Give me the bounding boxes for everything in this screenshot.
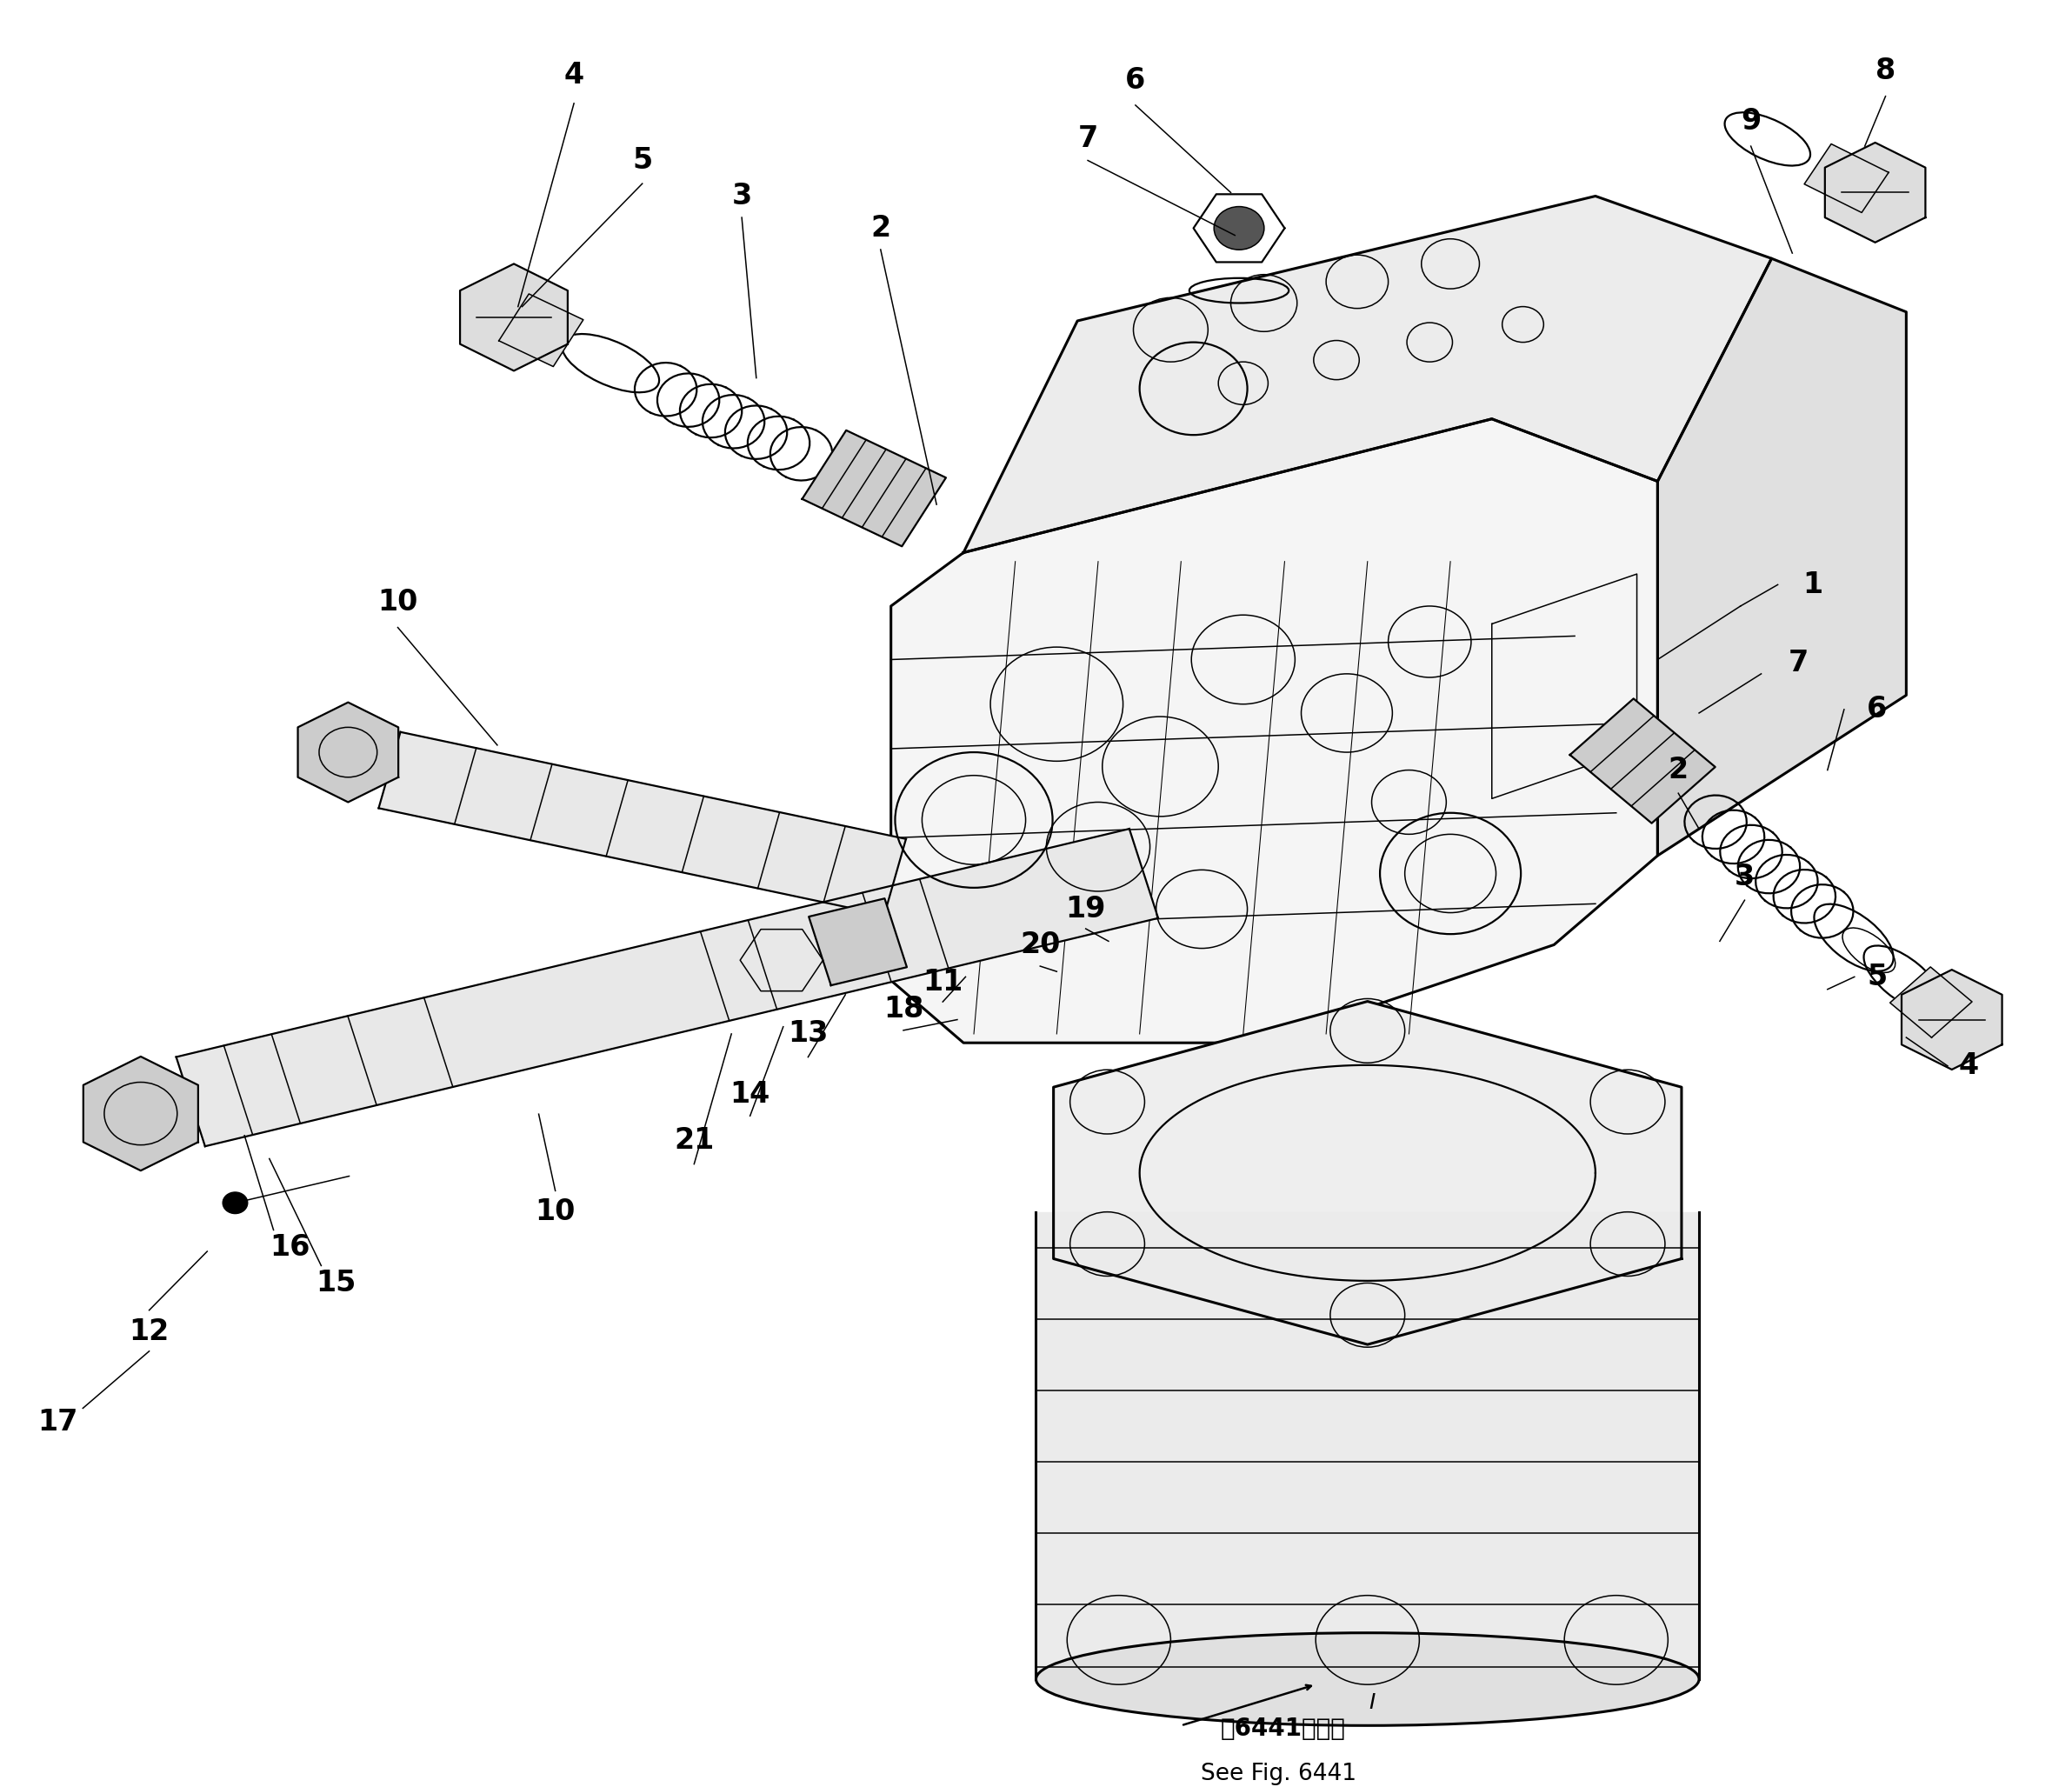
Polygon shape [963,197,1772,552]
Circle shape [1214,207,1264,250]
Text: 12: 12 [128,1317,170,1346]
Polygon shape [1036,1212,1699,1680]
Polygon shape [460,264,568,370]
Text: 2: 2 [1668,756,1689,784]
Polygon shape [808,899,908,985]
Polygon shape [1902,970,2002,1070]
Text: 6: 6 [1867,695,1888,724]
Text: 10: 10 [535,1197,576,1226]
Polygon shape [1805,145,1888,213]
Text: 18: 18 [883,995,924,1024]
Text: 13: 13 [787,1020,829,1049]
Polygon shape [1053,1001,1682,1344]
Text: 8: 8 [1875,57,1896,86]
Text: 2: 2 [870,214,891,243]
Text: 20: 20 [1019,931,1061,960]
Polygon shape [176,829,1158,1145]
Text: 6: 6 [1125,66,1146,95]
Text: 3: 3 [731,182,752,211]
Text: 3: 3 [1734,863,1755,892]
Text: 10: 10 [377,588,419,617]
Text: 第6441図参照: 第6441図参照 [1220,1717,1345,1741]
Text: 14: 14 [729,1079,771,1110]
Text: 19: 19 [1065,895,1106,924]
Text: 4: 4 [1958,1051,1979,1081]
Polygon shape [298,702,398,802]
Text: See Fig. 6441: See Fig. 6441 [1200,1762,1357,1785]
Text: 7: 7 [1077,125,1098,154]
Text: 4: 4 [564,61,584,89]
Polygon shape [499,293,584,366]
Polygon shape [891,418,1658,1044]
Ellipse shape [1036,1633,1699,1726]
Polygon shape [802,431,947,547]
Text: I: I [1368,1692,1376,1712]
Polygon shape [1890,967,1973,1038]
Polygon shape [379,733,905,915]
Text: 5: 5 [632,147,653,175]
Text: 11: 11 [922,969,963,997]
Text: 15: 15 [315,1269,356,1297]
Text: 5: 5 [1867,963,1888,992]
Text: 1: 1 [1803,570,1823,599]
Polygon shape [1571,699,1716,824]
Text: 9: 9 [1740,107,1761,136]
Polygon shape [83,1056,199,1170]
Text: 7: 7 [1788,649,1809,677]
Text: 17: 17 [37,1408,79,1437]
Polygon shape [1658,259,1906,856]
Text: 16: 16 [269,1233,311,1262]
Polygon shape [1825,143,1925,243]
Circle shape [222,1192,247,1213]
Text: 21: 21 [673,1126,715,1154]
